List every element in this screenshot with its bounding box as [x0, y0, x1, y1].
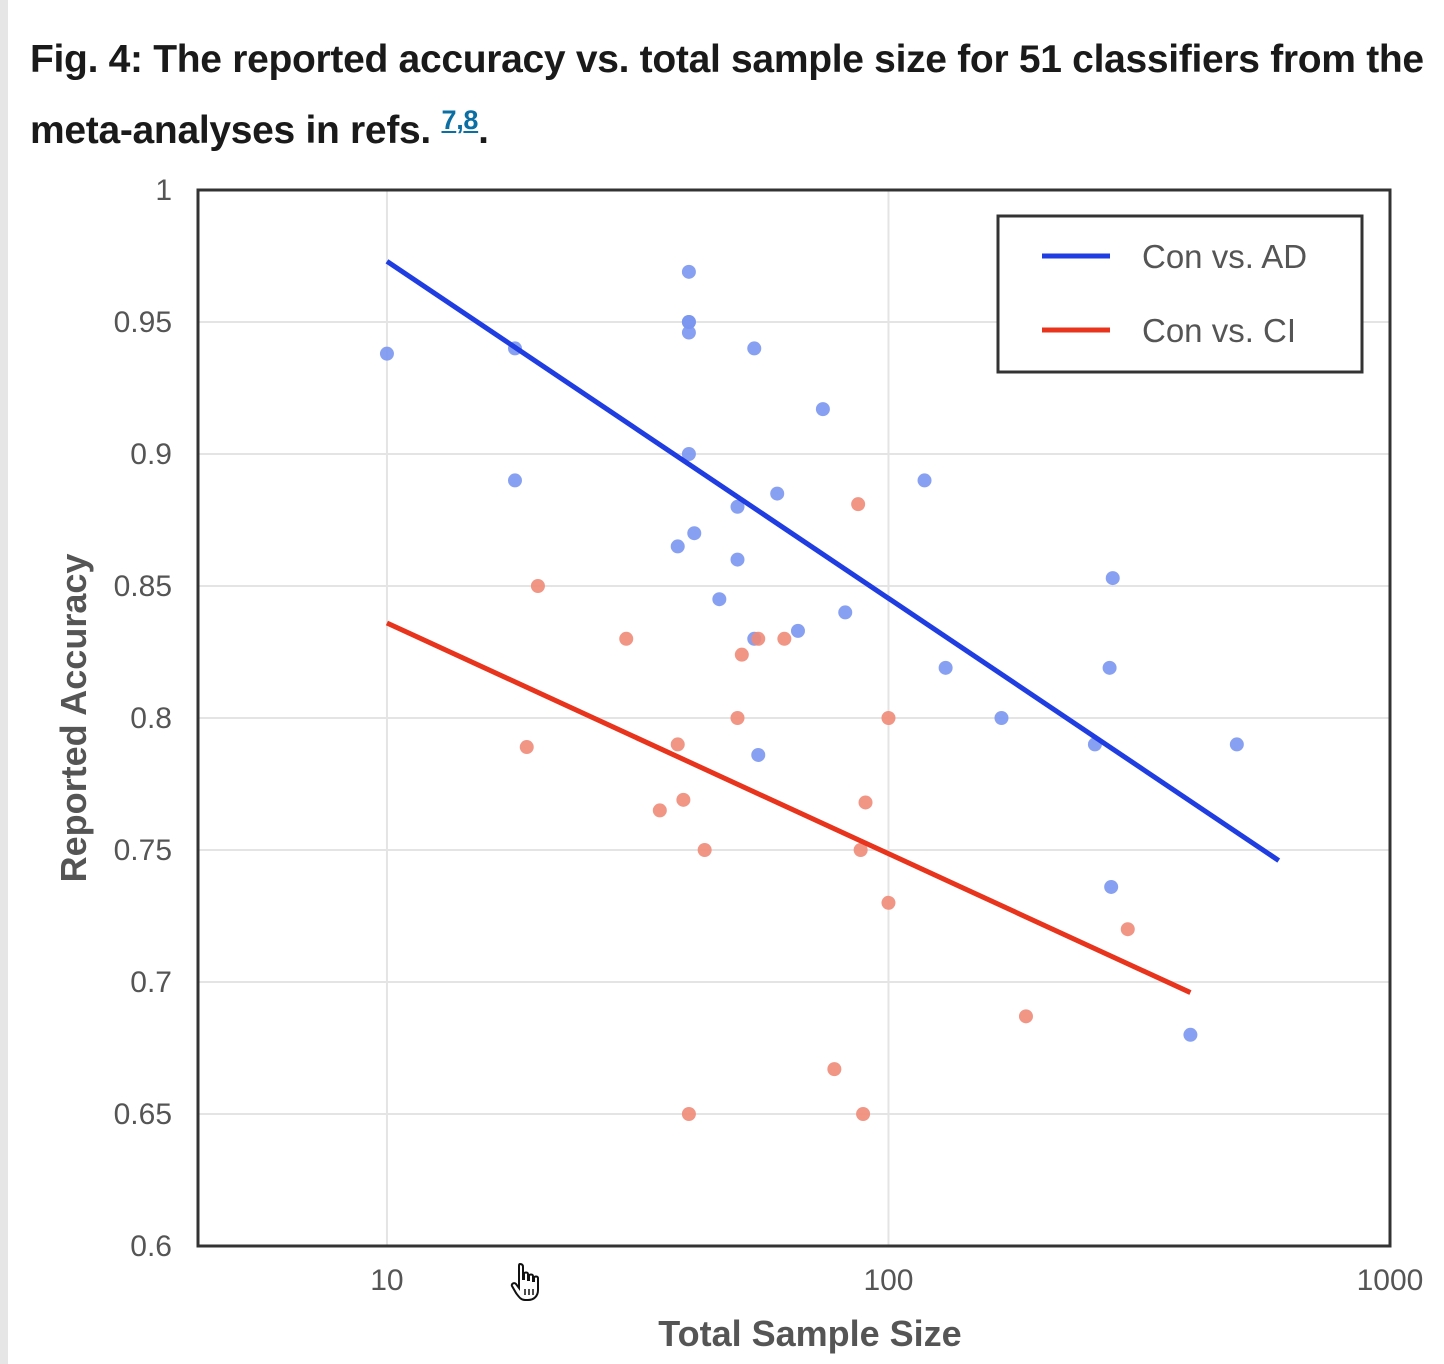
fit-line-con-vs-ad: [385, 259, 1281, 863]
caption-end: .: [478, 109, 489, 152]
y-tick-label: 0.95: [114, 306, 172, 339]
data-point-con-vs-ad: [1102, 660, 1117, 675]
x-axis-title: Total Sample Size: [658, 1313, 961, 1354]
ref-links: 7,8: [442, 105, 479, 135]
data-point-con-vs-ad: [938, 660, 953, 675]
data-point-con-vs-ad: [1104, 879, 1119, 894]
legend-label-con-vs-ci: Con vs. CI: [1142, 312, 1296, 349]
fit-line-con-vs-ci: [385, 620, 1192, 995]
data-point-con-vs-ci: [853, 843, 868, 857]
y-tick-label: 0.75: [114, 834, 172, 867]
data-point-con-vs-ad: [1229, 737, 1244, 752]
y-tick-labels: 0.6 0.65 0.7 0.75 0.8 0.85 0.9 0.95 1: [114, 174, 172, 1263]
y-axis-title: Reported Accuracy: [53, 554, 94, 883]
legend-box: [996, 214, 1364, 374]
data-point-con-vs-ci: [881, 895, 896, 910]
data-point-con-vs-ad: [712, 592, 727, 607]
x-tick-label: 10: [370, 1264, 403, 1297]
data-point-con-vs-ci: [652, 803, 667, 818]
figure-caption: Fig. 4: The reported accuracy vs. total …: [30, 24, 1430, 166]
data-point-con-vs-ad: [681, 264, 696, 279]
ref-separator: ,: [456, 105, 464, 135]
x-tick-labels: 10 100 1000: [370, 1264, 1423, 1297]
data-point-con-vs-ad: [379, 346, 394, 361]
data-point-con-vs-ad: [730, 499, 745, 514]
data-point-con-vs-ci: [519, 740, 534, 755]
data-point-con-vs-ci: [827, 1062, 842, 1077]
data-point-con-vs-ci: [670, 737, 685, 752]
y-tick-label: 1: [155, 174, 172, 207]
data-point-con-vs-ad: [747, 341, 762, 356]
x-tick-label: 1000: [1357, 1264, 1424, 1297]
y-tick-label: 0.8: [130, 702, 172, 735]
y-tick-label: 0.85: [114, 570, 172, 603]
data-point-con-vs-ad: [751, 747, 766, 762]
data-point-con-vs-ci: [777, 631, 792, 646]
data-point-con-vs-ci: [681, 1107, 696, 1121]
legend-label-con-vs-ad: Con vs. AD: [1142, 238, 1307, 275]
data-point-con-vs-ad: [687, 526, 702, 541]
data-point-con-vs-ci: [530, 579, 545, 593]
data-point-con-vs-ad: [994, 711, 1009, 725]
data-point-con-vs-ci: [730, 711, 745, 725]
data-point-con-vs-ci: [1018, 1009, 1033, 1024]
data-point-con-vs-ci: [734, 647, 749, 662]
legend: Con vs. AD Con vs. CI: [996, 214, 1364, 374]
data-point-con-vs-ci: [851, 497, 866, 512]
hand-cursor-icon: [510, 1262, 539, 1301]
data-point-con-vs-ci: [697, 843, 712, 857]
data-point-con-vs-ad: [1105, 571, 1120, 586]
caption-text: Fig. 4: The reported accuracy vs. total …: [30, 38, 1424, 152]
data-point-con-vs-ad: [790, 623, 805, 638]
y-tick-label: 0.9: [130, 438, 172, 471]
data-point-con-vs-ad: [1183, 1027, 1198, 1042]
data-point-con-vs-ad: [507, 473, 522, 488]
data-point-con-vs-ci: [858, 795, 873, 810]
data-point-con-vs-ad: [681, 325, 696, 340]
data-point-con-vs-ad: [681, 447, 696, 461]
data-point-con-vs-ad: [917, 473, 932, 488]
y-tick-label: 0.65: [114, 1098, 172, 1131]
data-point-con-vs-ad: [838, 605, 853, 620]
data-point-con-vs-ci: [1120, 922, 1135, 937]
ref-link-8[interactable]: 8: [463, 105, 479, 135]
left-border: [0, 0, 8, 1364]
data-point-con-vs-ci: [619, 631, 634, 646]
data-point-con-vs-ad: [770, 486, 785, 501]
y-tick-label: 0.6: [130, 1230, 172, 1263]
data-point-con-vs-ci: [881, 711, 896, 725]
plot-frame: [196, 188, 1392, 1248]
data-point-con-vs-ad: [815, 402, 830, 417]
data-point-con-vs-ci: [856, 1107, 871, 1121]
fit-lines: [385, 259, 1281, 995]
data-point-con-vs-ci: [676, 792, 691, 807]
data-point-con-vs-ad: [670, 539, 685, 554]
x-tick-label: 100: [863, 1264, 913, 1297]
ref-link-7[interactable]: 7: [441, 105, 457, 135]
data-point-con-vs-ad: [681, 315, 696, 329]
data-point-con-vs-ci: [751, 631, 766, 646]
y-tick-label: 0.7: [130, 966, 172, 999]
data-points: [379, 264, 1244, 1121]
data-point-con-vs-ad: [730, 552, 745, 567]
